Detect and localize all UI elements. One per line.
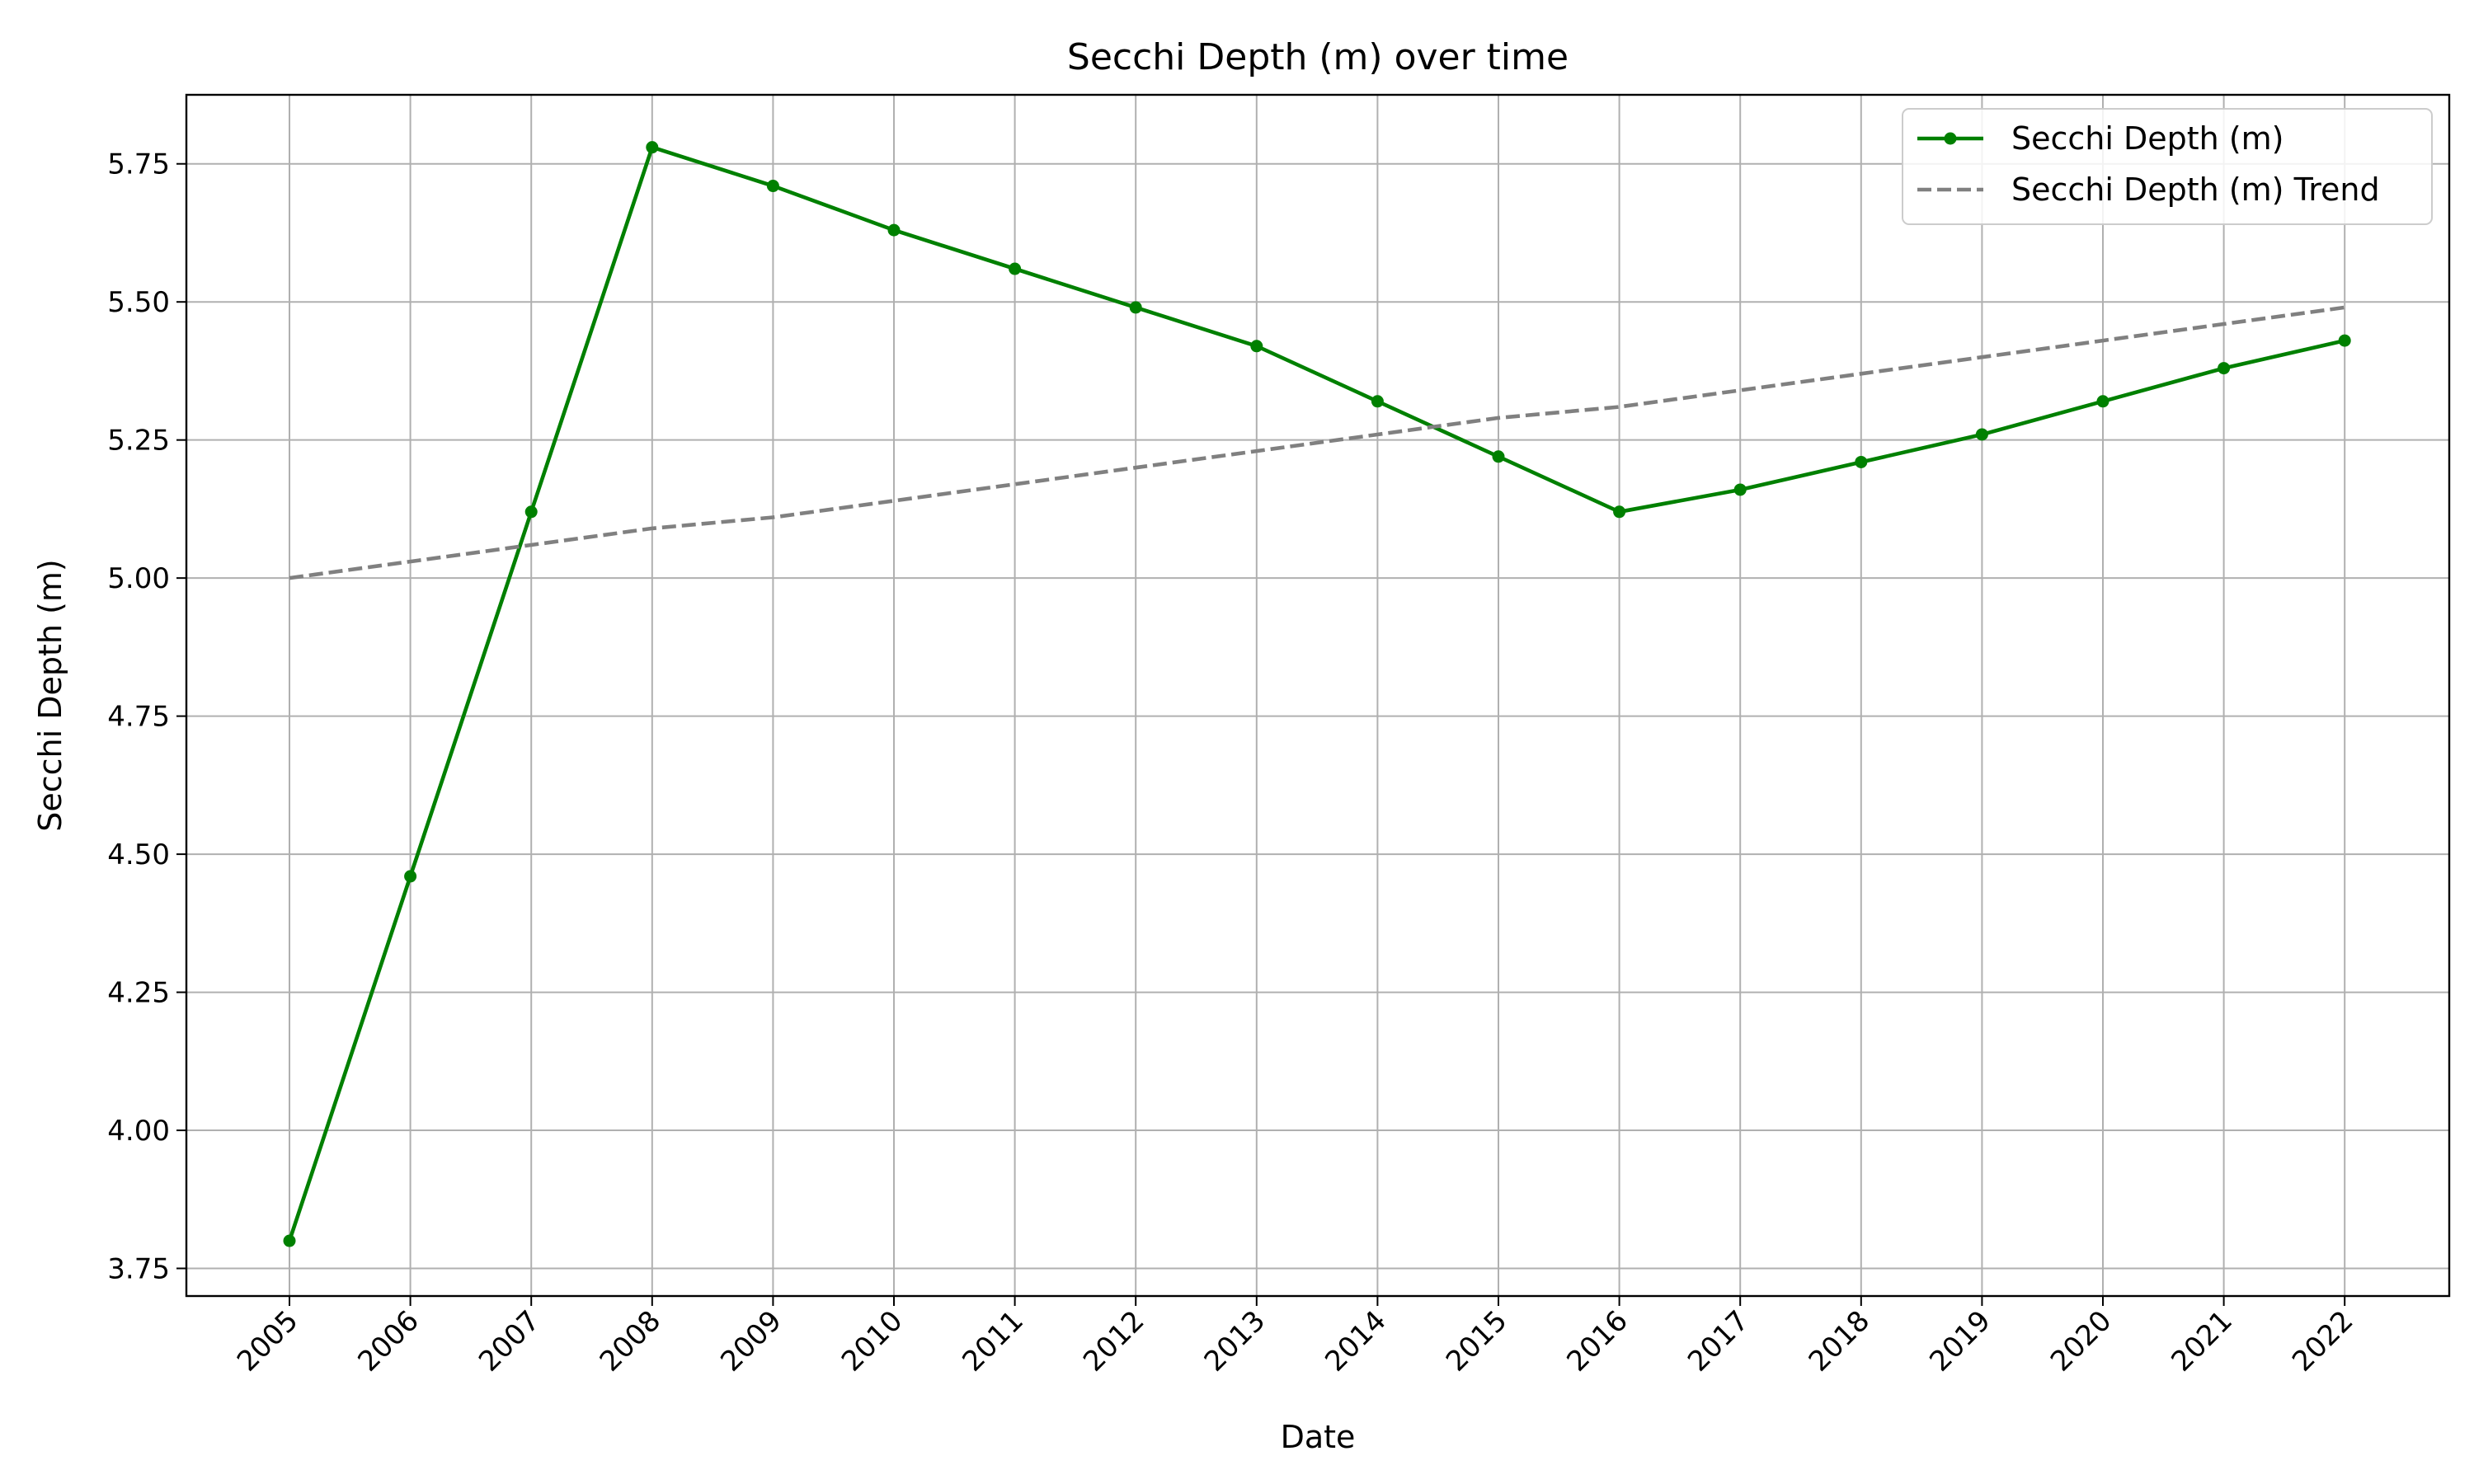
data-point [1009,262,1022,275]
y-tick-label: 5.75 [107,148,170,181]
data-point [404,870,417,883]
x-tick-label: 2007 [473,1304,546,1378]
x-axis-label: Date [1281,1419,1356,1455]
x-tick-label: 2006 [351,1304,425,1378]
x-tick-label: 2022 [2286,1304,2359,1378]
x-tick-label: 2020 [2044,1304,2118,1378]
x-tick-label: 2008 [594,1304,667,1378]
grid-lines [186,95,2449,1296]
y-tick-label: 5.00 [107,562,170,595]
data-point [2096,395,2109,408]
data-point [646,141,659,154]
data-point [2338,334,2351,347]
x-tick-label: 2010 [835,1304,909,1378]
y-tick-label: 4.25 [107,977,170,1010]
data-point [1855,455,1868,468]
x-tick-label: 2018 [1803,1304,1876,1378]
data-point [766,180,779,193]
y-tick-label: 5.25 [107,425,170,458]
x-tick-label: 2017 [1681,1304,1755,1378]
x-tick-label: 2013 [1198,1304,1272,1378]
legend-marker [1944,132,1957,145]
x-tick-label: 2015 [1440,1304,1513,1378]
plot-frame [185,93,2451,1298]
x-tick-label: 2012 [1077,1304,1150,1378]
x-axis-ticks: 2005 2006 2007 2008 2009 2010 2011 2012 2013 2014… [231,1296,2360,1378]
y-axis-label: Secchi Depth (m) [32,559,68,832]
x-tick-label: 2016 [1560,1304,1634,1378]
data-point [1613,505,1626,519]
y-tick-label: 3.75 [107,1253,170,1286]
y-tick-label: 5.50 [107,286,170,319]
y-tick-label: 4.00 [107,1115,170,1148]
data-point [1371,395,1384,408]
x-tick-label: 2019 [1923,1304,1997,1378]
x-tick-label: 2009 [714,1304,788,1378]
x-tick-label: 2021 [2165,1304,2238,1378]
data-point [1129,301,1142,314]
data-point [2218,362,2231,375]
legend-label: Secchi Depth (m) [2011,120,2284,157]
series-line-trend [289,305,2345,580]
x-tick-label: 2005 [231,1304,304,1378]
x-tick-label: 2014 [1319,1304,1392,1378]
y-axis-ticks: 3.75 4.00 4.25 4.50 4.75 5.00 5.25 5.50 5.75 [107,148,186,1286]
data-point [1975,428,1988,441]
y-tick-label: 4.50 [107,838,170,871]
series-line-secchi-depth [287,145,2345,1242]
data-point [1250,340,1263,353]
legend-box [1902,108,2433,225]
data-point [1492,450,1505,463]
x-tick-label: 2011 [956,1304,1029,1378]
data-point [1733,483,1747,496]
legend: Secchi Depth (m) Secchi Depth (m) Trend [1902,108,2433,225]
chart-title: Secchi Depth (m) over time [1067,36,1569,78]
y-tick-label: 4.75 [107,701,170,734]
data-point [887,223,901,237]
series-lines [283,141,2351,1247]
legend-label: Secchi Depth (m) Trend [2011,171,2380,208]
data-point [524,505,538,519]
data-point [283,1234,296,1247]
